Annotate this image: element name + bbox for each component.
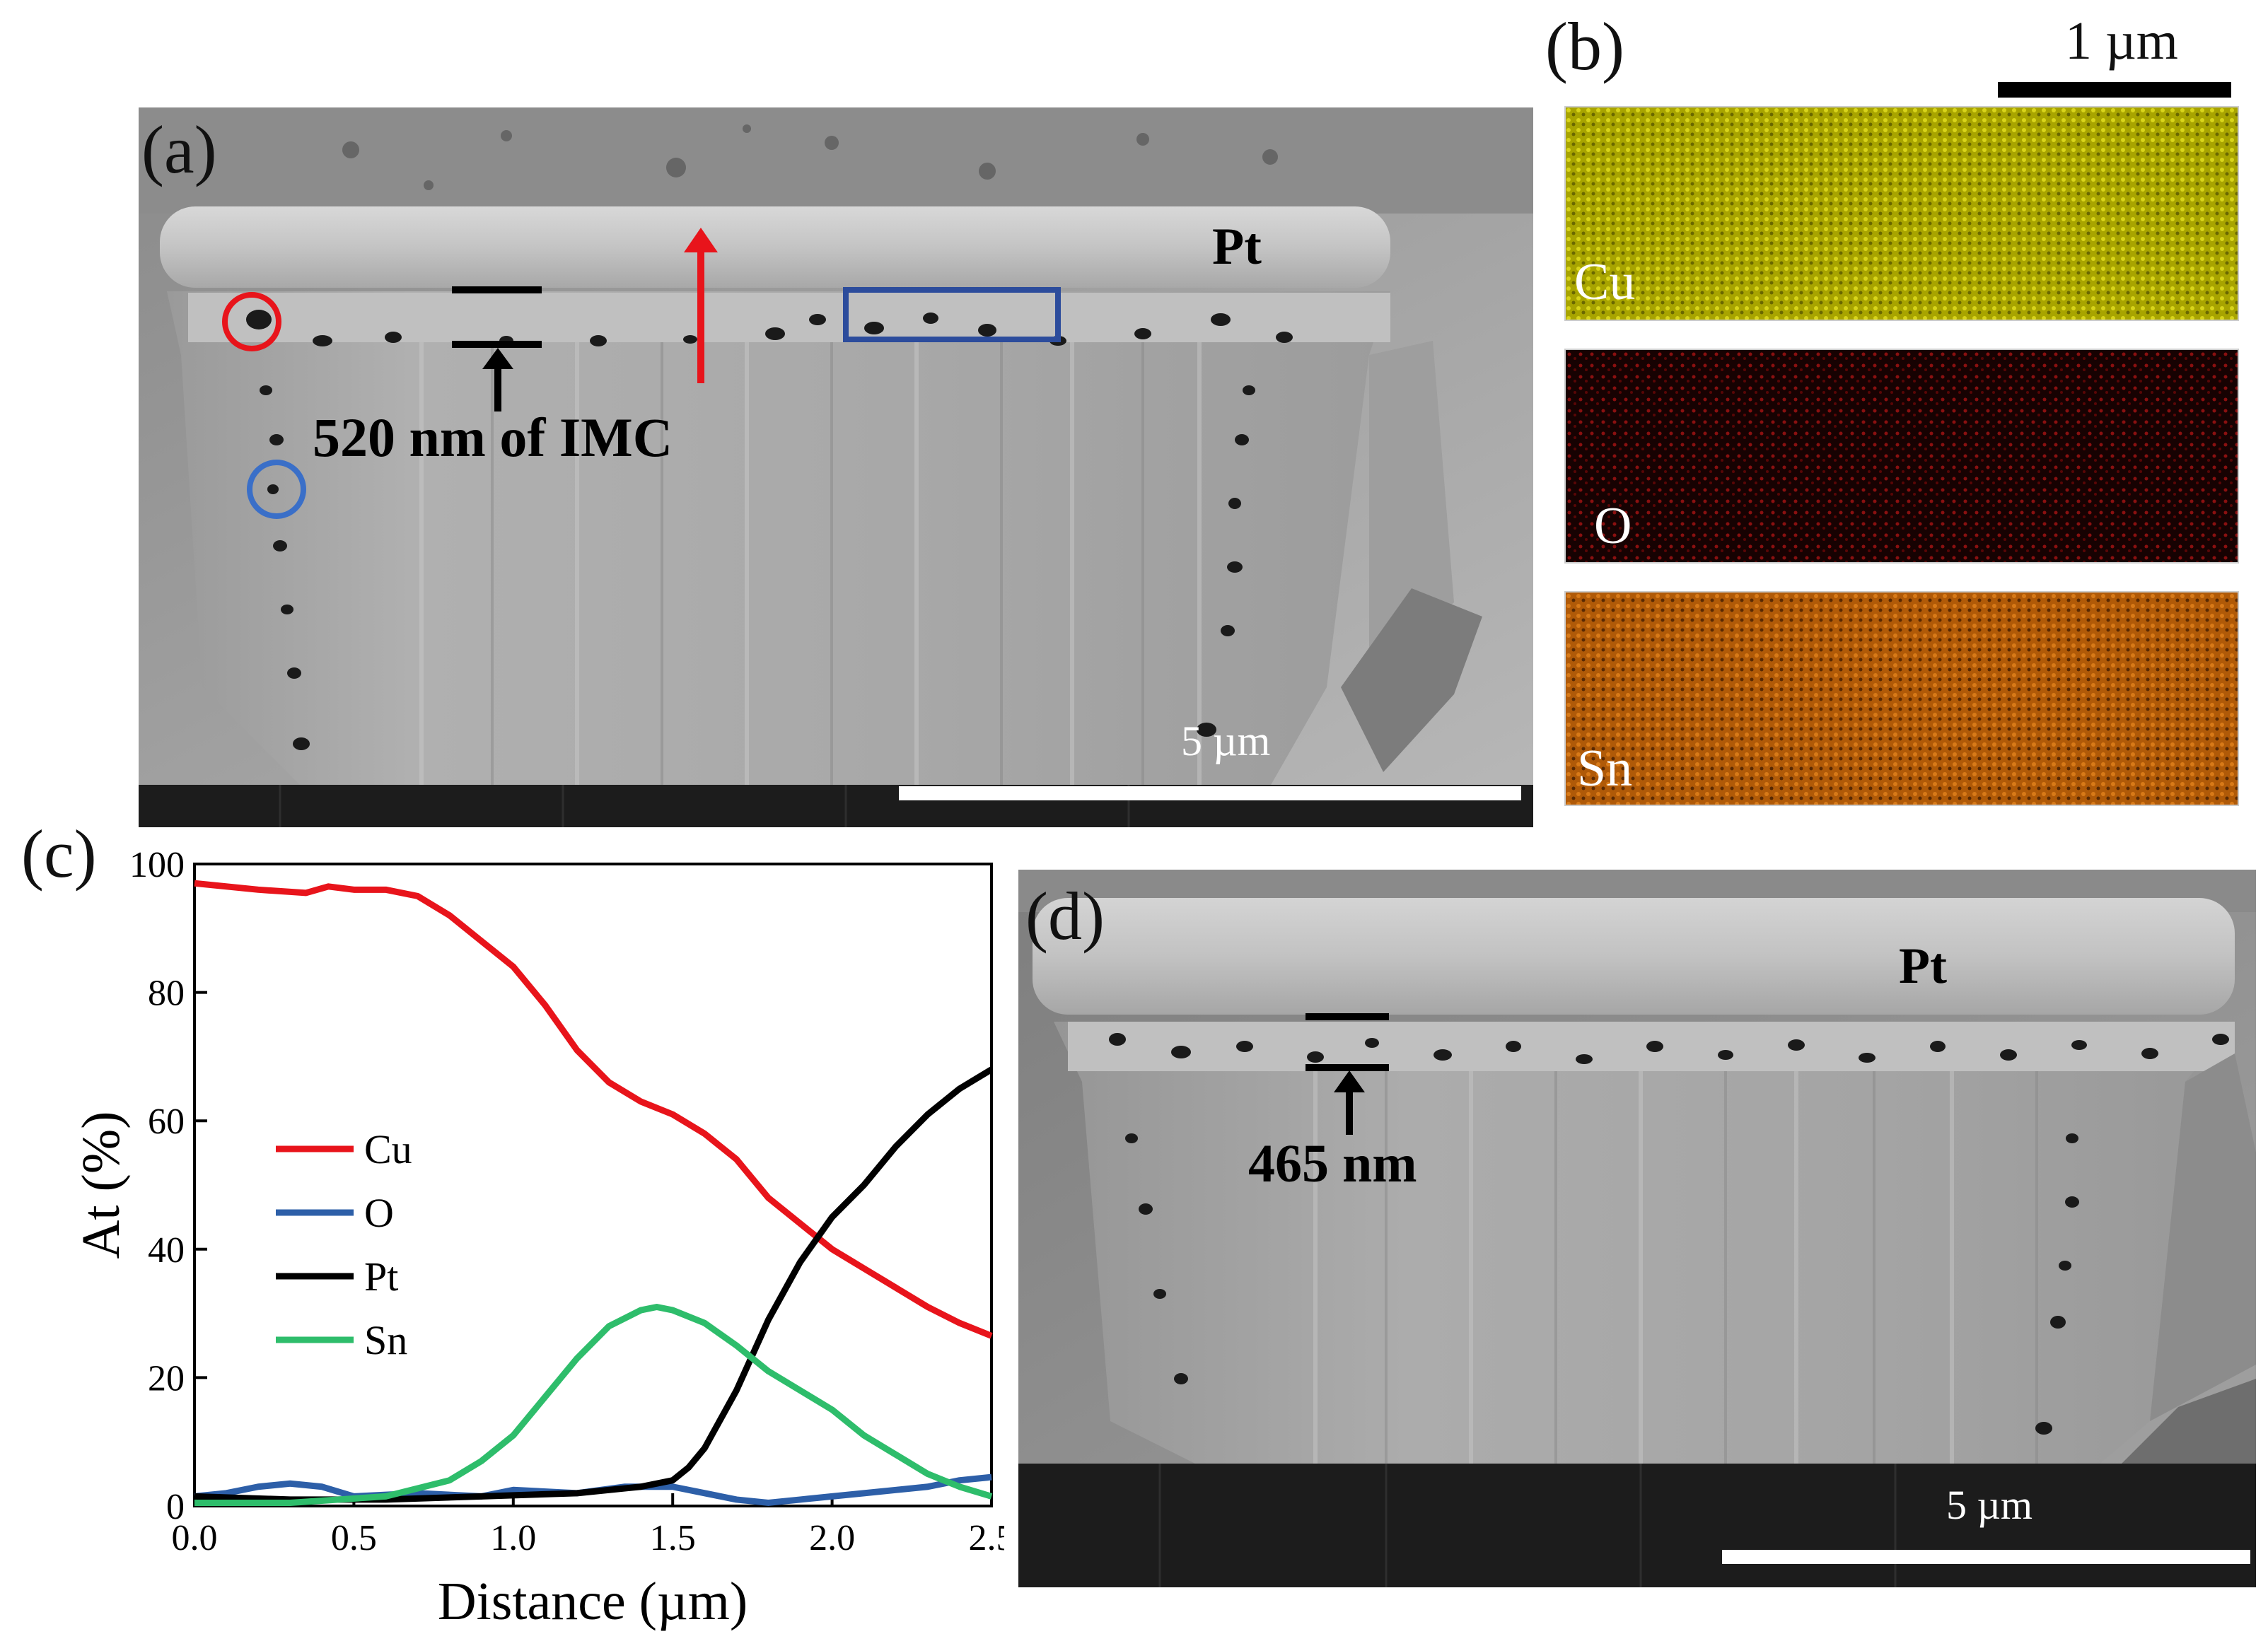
sem-image-a: Pt 520 nm of IMC 5 µm <box>139 107 1533 827</box>
panel-label-c: (c) <box>21 816 97 892</box>
x-tick-label: 1.5 <box>650 1518 696 1558</box>
series-line-pt <box>194 1066 994 1503</box>
sem-image-a-graphic <box>139 107 1533 827</box>
y-tick-label: 60 <box>148 1102 185 1142</box>
eds-map-o-texture <box>1566 350 2238 562</box>
imc-thickness-annotation-a: 520 nm of IMC <box>313 407 673 468</box>
scale-bar-label-a: 5 µm <box>1181 718 1271 764</box>
y-tick-label: 100 <box>129 845 185 885</box>
eds-map-cu-texture <box>1566 107 2238 320</box>
x-tick-label: 0.5 <box>331 1518 377 1558</box>
eds-map-label-cu: Cu <box>1574 253 1636 311</box>
x-tick-label: 1.0 <box>490 1518 536 1558</box>
legend-label-o: O <box>364 1190 394 1236</box>
series-line-sn <box>194 1304 993 1506</box>
scale-bar-label-d: 5 µm <box>1946 1482 2033 1528</box>
plot-frame <box>193 863 993 1507</box>
eds-map-label-o: O <box>1594 497 1632 555</box>
eds-map-sn-texture <box>1566 593 2238 805</box>
y-axis-ticks: 0 20 40 60 80 100 <box>129 845 207 1527</box>
material-label-pt-d: Pt <box>1899 938 1947 994</box>
eds-map-cu: Cu <box>1564 106 2239 321</box>
material-label-pt-a: Pt <box>1212 218 1262 276</box>
eds-map-label-sn: Sn <box>1577 740 1633 798</box>
series-lines <box>194 880 994 1506</box>
y-axis-label: At (%) <box>71 1111 131 1259</box>
eds-map-sn: Sn <box>1564 591 2239 806</box>
scale-bar-label-b: 1 µm <box>2065 11 2178 71</box>
legend-label-cu: Cu <box>364 1126 412 1172</box>
y-tick-label: 0 <box>166 1487 185 1527</box>
x-axis-ticks: 0.0 0.5 1.0 1.5 2.0 2.5 <box>172 1493 1005 1558</box>
legend-label-pt: Pt <box>364 1254 398 1300</box>
chart-legend: Cu O Pt Sn <box>276 1126 412 1363</box>
series-line-cu <box>194 880 993 1339</box>
x-tick-label: 2.0 <box>809 1518 855 1558</box>
sem-image-d-graphic <box>1018 870 2256 1587</box>
sem-image-d: Pt 465 nm 5 µm <box>1018 870 2256 1587</box>
panel-label-b: (b) <box>1545 8 1624 84</box>
legend-label-sn: Sn <box>364 1317 407 1363</box>
y-tick-label: 80 <box>148 974 185 1014</box>
x-tick-label: 2.5 <box>969 1518 1005 1558</box>
y-tick-label: 40 <box>148 1230 185 1271</box>
y-tick-label: 20 <box>148 1358 185 1399</box>
panel-label-a: (a) <box>141 112 217 187</box>
scale-bar-b <box>1998 82 2231 98</box>
imc-thickness-annotation-d: 465 nm <box>1248 1134 1417 1193</box>
x-tick-label: 0.0 <box>172 1518 218 1558</box>
panel-label-d: (d) <box>1025 878 1105 954</box>
x-axis-label: Distance (µm) <box>438 1572 748 1631</box>
eds-map-o: O <box>1564 349 2239 564</box>
